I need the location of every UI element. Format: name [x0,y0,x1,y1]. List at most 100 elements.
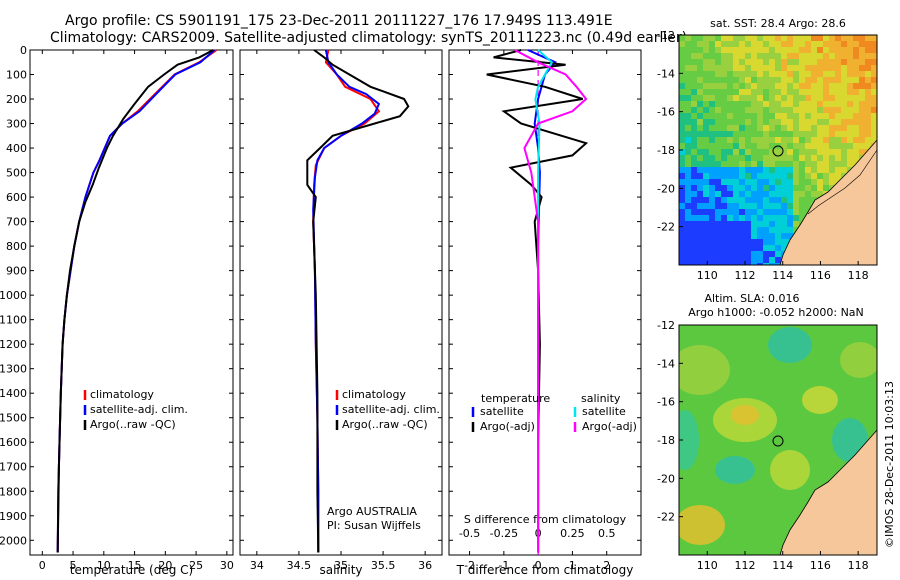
sst-cell [823,173,830,180]
sst-cell [709,167,716,174]
sst-cell [781,185,788,192]
sst-cell [679,113,686,120]
sst-cell [769,161,776,168]
sst-cell [817,149,824,156]
sst-cell [775,203,782,210]
sst-cell [751,155,758,162]
sst-cell [703,137,710,144]
sst-cell [739,185,746,192]
sst-cell [751,101,758,108]
sst-cell [871,101,877,108]
sst-cell [853,125,860,132]
sst-cell [763,263,770,265]
y-tick-label: 1600 [0,436,27,449]
sst-cell [835,119,842,126]
sst-cell [847,41,854,48]
sst-cell [715,137,722,144]
sst-cell [817,185,824,192]
sst-cell [727,155,734,162]
sst-cell [721,65,728,72]
sst-cell [709,125,716,132]
sst-cell [841,41,848,48]
sst-cell [751,83,758,90]
sst-cell [745,137,752,144]
sst-cell [751,191,758,198]
sst-cell [751,263,758,265]
sst-cell [871,53,877,60]
sst-map-panel: sat. SST: 28.4 Argo: 28.6 110 112 114 116 11… [657,17,878,282]
sst-cell [727,107,734,114]
sst-cell [703,179,710,186]
sst-cell [775,89,782,96]
sst-cell [799,59,806,66]
sst-cell [793,107,800,114]
sst-cell [781,197,788,204]
sst-cell [679,203,686,210]
sst-cell [811,149,818,156]
sst-cell [685,245,692,252]
sst-cell [781,119,788,126]
sst-cell [745,131,752,138]
sst-cell [727,221,734,228]
sst-cell [697,143,704,150]
sst-cell [847,131,854,138]
sst-cell [739,53,746,60]
sst-cell [691,113,698,120]
sst-cell [751,59,758,66]
sst-cell [775,131,782,138]
sst-cell [847,119,854,126]
sst-cell [799,149,806,156]
sst-cell [841,167,848,174]
sst-cell [763,83,770,90]
sst-cell [745,239,752,246]
sst-cell [829,113,836,120]
sst-cell [769,239,776,246]
sst-cell [697,131,704,138]
sst-cell [721,89,728,96]
sst-cell [775,197,782,204]
sla-map-panel: Altim. SLA: 0.016 Argo h1000: -0.052 h20… [657,292,878,572]
sst-cell [793,59,800,66]
sst-cell [685,35,692,42]
sst-cell [733,59,740,66]
sst-cell [763,221,770,228]
sst-cell [703,209,710,216]
sst-cell [823,59,830,66]
sst-cell [799,119,806,126]
sst-cell [727,149,734,156]
sst-cell [721,185,728,192]
sst-cell [871,65,877,72]
sst-cell [841,71,848,78]
sst-cell [733,221,740,228]
sst-cell [793,95,800,102]
sst-cell [751,185,758,192]
sst-cell [697,47,704,54]
sst-cell [709,203,716,210]
sst-cell [685,59,692,66]
sst-cell [853,41,860,48]
sst-cell [727,185,734,192]
x-tick-label: 1 [569,559,576,572]
sst-cell [835,95,842,102]
y-tick-label: 600 [6,191,27,204]
sst-cell [685,215,692,222]
sst-cell [775,83,782,90]
map-x-tick-label: 110 [697,269,718,282]
sst-cell [859,53,866,60]
sst-cell [817,35,824,42]
sst-cell [847,107,854,114]
sst-cell [805,71,812,78]
sst-cell [847,161,854,168]
sst-cell [703,149,710,156]
sst-cell [823,101,830,108]
sst-cell [679,59,686,66]
sst-cell [763,47,770,54]
sst-cell [721,239,728,246]
sst-cell [709,137,716,144]
x-axis-label: temperature (deg C) [70,563,193,577]
sst-cell [787,221,794,228]
sst-cell [847,89,854,96]
sst-cell [727,191,734,198]
sst-cell [691,41,698,48]
sst-cell [829,35,836,42]
